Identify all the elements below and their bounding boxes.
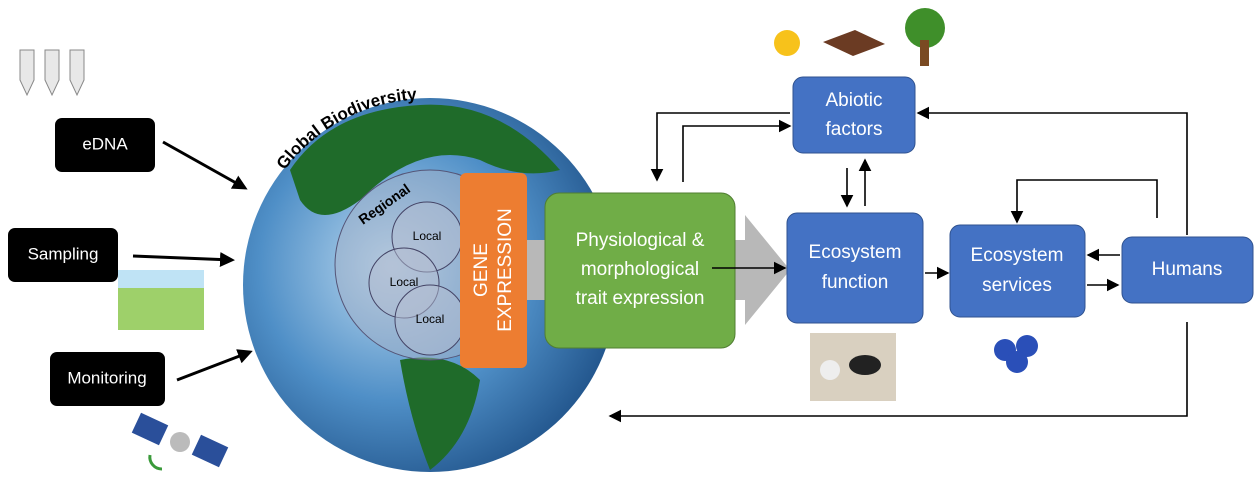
node-box <box>950 225 1085 317</box>
arrow <box>163 142 245 188</box>
node-label: Physiological & <box>576 230 705 251</box>
gene-label: GENE <box>471 243 492 297</box>
node-label: services <box>982 275 1052 296</box>
node-label: trait expression <box>576 288 705 309</box>
local-label: Local <box>390 275 419 289</box>
tubes-icon <box>20 50 84 95</box>
node-label: Humans <box>1152 259 1223 280</box>
diagram: Global Biodiversity Regional Local Local… <box>0 0 1255 483</box>
arrow <box>133 256 232 260</box>
abiotic-icons <box>774 8 945 66</box>
node-label: morphological <box>581 259 699 280</box>
blueberry-icon <box>994 335 1038 373</box>
satellite-icon <box>132 413 228 469</box>
arrow <box>177 352 250 380</box>
node-box <box>793 77 915 153</box>
input-label: eDNA <box>82 134 128 153</box>
node-label: function <box>822 272 889 293</box>
field-icon <box>118 270 204 330</box>
node-label: Ecosystem <box>971 245 1064 266</box>
local-label: Local <box>416 312 445 326</box>
node-label: factors <box>825 119 882 140</box>
node-label: Abiotic <box>825 90 882 111</box>
input-label: Monitoring <box>67 368 146 387</box>
local-label: Local <box>413 229 442 243</box>
input-label: Sampling <box>28 244 99 263</box>
bee-photo <box>810 333 896 401</box>
node-label: Ecosystem <box>809 242 902 263</box>
node-box <box>787 213 923 323</box>
gene-label: EXPRESSION <box>495 208 516 332</box>
